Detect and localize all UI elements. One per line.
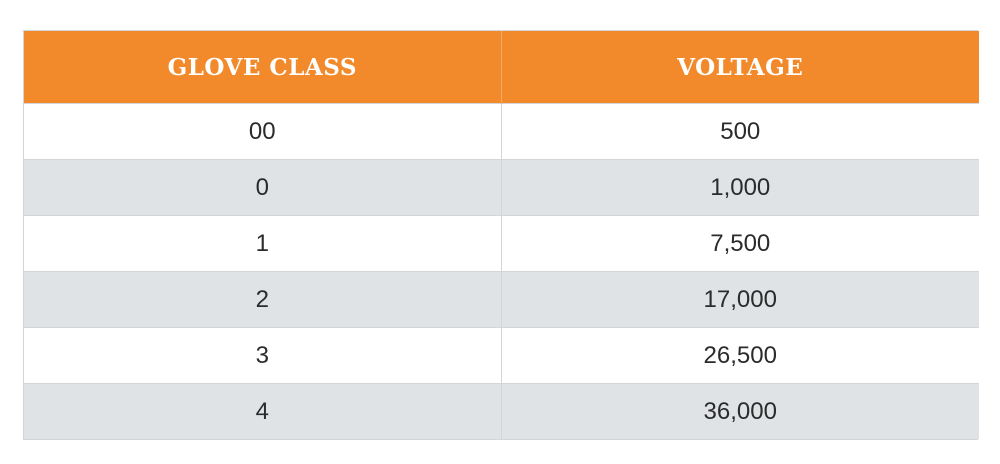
table-row: 00 500 xyxy=(24,103,979,160)
cell-glove-class: 4 xyxy=(24,383,501,439)
table-row: 3 26,500 xyxy=(24,327,979,384)
cell-voltage: 7,500 xyxy=(500,215,979,272)
glove-class-voltage-table: GLOVE CLASS VOLTAGE 00 500 0 1,000 1 7,5… xyxy=(23,30,979,440)
cell-glove-class: 3 xyxy=(24,327,501,384)
cell-voltage: 26,500 xyxy=(500,327,979,384)
table-row: 2 17,000 xyxy=(24,271,979,328)
header-voltage: VOLTAGE xyxy=(500,31,979,104)
cell-glove-class: 0 xyxy=(24,159,501,216)
data-table: GLOVE CLASS VOLTAGE 00 500 0 1,000 1 7,5… xyxy=(24,31,979,439)
cell-voltage: 17,000 xyxy=(500,271,979,328)
header-glove-class: GLOVE CLASS xyxy=(24,31,501,104)
cell-voltage: 500 xyxy=(500,103,979,160)
table-row: 0 1,000 xyxy=(24,159,979,216)
cell-glove-class: 00 xyxy=(24,103,501,160)
cell-glove-class: 2 xyxy=(24,271,501,328)
table-row: 4 36,000 xyxy=(24,383,979,439)
table-row: 1 7,500 xyxy=(24,215,979,272)
cell-voltage: 1,000 xyxy=(500,159,979,216)
table-header-row: GLOVE CLASS VOLTAGE xyxy=(24,31,979,104)
cell-glove-class: 1 xyxy=(24,215,501,272)
cell-voltage: 36,000 xyxy=(500,383,979,439)
